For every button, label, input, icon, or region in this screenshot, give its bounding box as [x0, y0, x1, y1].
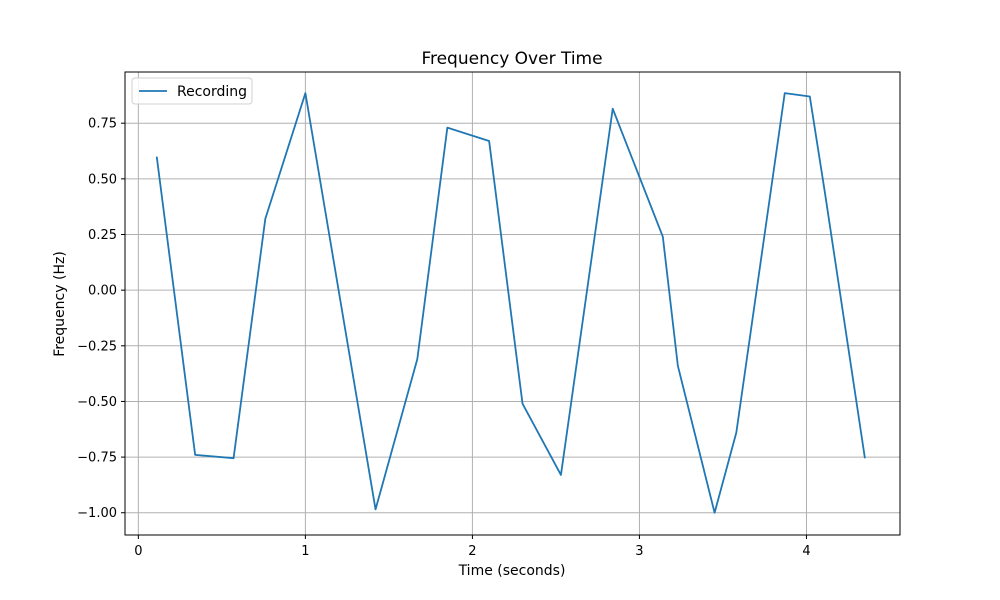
y-tick-label: −0.50	[77, 395, 117, 410]
x-tick-label: 1	[301, 544, 309, 559]
tick-labels: 0 1 2 3 4 −1.00 −0.75 −0.50 −0.25 0.00 0.25 0.50 0.7…	[77, 117, 810, 559]
y-tick-label: −0.25	[77, 339, 117, 354]
legend: Recording	[131, 77, 253, 105]
y-tick-label: 0.75	[88, 117, 117, 132]
x-tick-label: 0	[134, 544, 142, 559]
y-tick-label: 0.00	[88, 284, 117, 299]
data-series	[155, 92, 866, 514]
y-axis-label: Frequency (Hz)	[52, 251, 68, 357]
x-tick-label: 2	[468, 544, 476, 559]
chart-title: Frequency Over Time	[421, 49, 602, 69]
legend-box	[131, 77, 253, 105]
series-line-recording	[155, 92, 866, 514]
x-axis-label: Time (seconds)	[458, 563, 566, 579]
y-tick-label: 0.25	[88, 228, 117, 243]
axes	[121, 71, 901, 539]
y-tick-label: −1.00	[77, 506, 117, 521]
x-tick-label: 3	[635, 544, 643, 559]
grid-lines	[125, 72, 900, 535]
x-tick-label: 4	[802, 544, 810, 559]
legend-label: Recording	[177, 84, 247, 100]
plot-frame	[124, 71, 901, 536]
y-tick-label: 0.50	[88, 172, 117, 187]
y-tick-label: −0.75	[77, 451, 117, 466]
